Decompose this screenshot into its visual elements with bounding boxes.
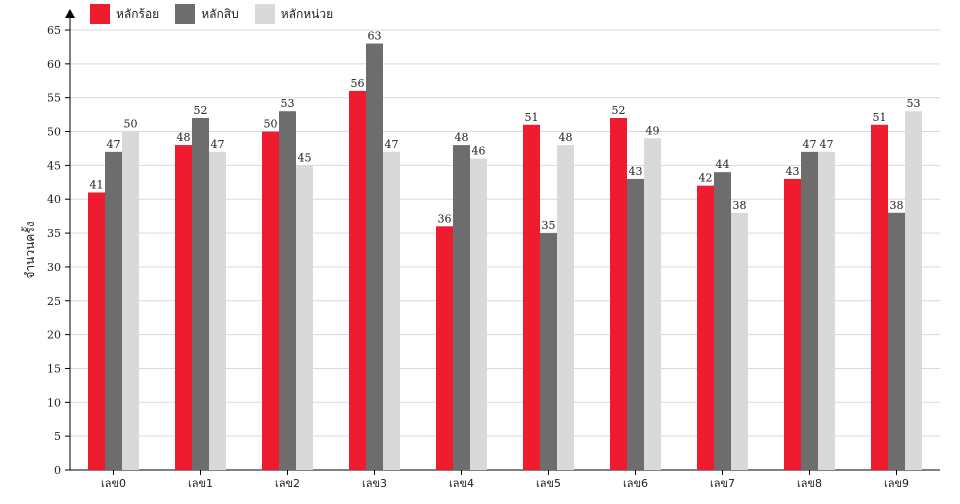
bar[interactable]	[557, 145, 574, 471]
bar[interactable]	[279, 111, 296, 470]
bar[interactable]	[784, 178, 801, 470]
bar[interactable]	[610, 118, 627, 470]
x-tick-label: เลข5	[536, 477, 561, 490]
bar[interactable]	[453, 145, 470, 471]
legend-item-hundreds[interactable]: หลักร้อย	[90, 4, 159, 24]
y-tick-label: 30	[47, 261, 61, 274]
data-label: 45	[298, 151, 312, 164]
data-label: 51	[873, 111, 887, 124]
bar[interactable]	[192, 118, 209, 470]
x-tick-label: เลข2	[275, 477, 300, 490]
bar[interactable]	[296, 165, 313, 470]
data-label: 41	[90, 178, 104, 191]
data-label: 35	[542, 219, 556, 232]
legend: หลักร้อย หลักสิบ หลักหน่วย	[90, 4, 333, 24]
legend-item-units[interactable]: หลักหน่วย	[254, 4, 334, 24]
x-tick-label: เลข8	[797, 477, 822, 490]
bar[interactable]	[905, 111, 922, 470]
bar[interactable]	[209, 151, 226, 470]
bar[interactable]	[818, 151, 835, 470]
data-label: 50	[264, 118, 278, 131]
bar[interactable]	[105, 151, 122, 470]
bar[interactable]	[697, 185, 714, 470]
y-tick-label: 55	[47, 92, 61, 105]
y-tick-label: 0	[54, 464, 61, 477]
data-label: 43	[786, 165, 800, 178]
data-label: 48	[455, 131, 469, 144]
data-label: 47	[107, 138, 121, 151]
data-label: 48	[177, 131, 191, 144]
bar[interactable]	[644, 138, 661, 471]
data-label: 49	[646, 124, 660, 137]
bar[interactable]	[175, 145, 192, 471]
bar[interactable]	[627, 178, 644, 470]
data-label: 43	[629, 165, 643, 178]
data-label: 53	[907, 97, 921, 110]
y-tick-label: 15	[47, 362, 61, 375]
x-tick-label: เลข7	[710, 477, 735, 490]
y-tick-label: 5	[54, 430, 61, 443]
data-label: 53	[281, 97, 295, 110]
legend-label-hundreds: หลักร้อย	[116, 6, 160, 21]
bar[interactable]	[871, 124, 888, 471]
y-tick-label: 20	[47, 329, 61, 342]
y-tick-label: 50	[47, 126, 61, 139]
y-tick-label: 65	[47, 24, 61, 37]
data-label: 50	[124, 118, 138, 131]
x-tick-label: เลข1	[188, 477, 213, 490]
bar[interactable]	[523, 124, 540, 471]
data-label: 52	[194, 104, 208, 117]
bar[interactable]	[470, 158, 487, 470]
bar[interactable]	[801, 151, 818, 470]
bar[interactable]	[714, 172, 731, 470]
bar[interactable]	[262, 131, 279, 471]
y-axis-arrow-icon	[65, 9, 75, 18]
data-label: 48	[559, 131, 573, 144]
legend-swatch-hundreds	[90, 4, 110, 24]
data-label: 47	[385, 138, 399, 151]
data-label: 56	[351, 77, 365, 90]
data-label: 47	[803, 138, 817, 151]
data-label: 36	[438, 212, 452, 225]
y-tick-label: 10	[47, 396, 61, 409]
y-axis-title: จำนวนครั้ง	[21, 221, 37, 278]
legend-label-tens: หลักสิบ	[201, 6, 239, 21]
legend-swatch-units	[254, 4, 275, 24]
legend-label-units: หลักหน่วย	[280, 6, 334, 21]
bar[interactable]	[88, 192, 105, 470]
bar[interactable]	[436, 226, 453, 470]
x-tick-label: เลข4	[449, 477, 474, 490]
legend-item-tens[interactable]: หลักสิบ	[175, 4, 239, 24]
data-label: 38	[890, 199, 904, 212]
bar[interactable]	[383, 151, 400, 470]
y-tick-label: 35	[47, 227, 61, 240]
data-label: 52	[612, 104, 626, 117]
y-tick-label: 40	[47, 193, 61, 206]
bar[interactable]	[349, 90, 366, 470]
x-tick-label: เลข3	[362, 477, 387, 490]
legend-swatch-tens	[175, 4, 196, 24]
bar[interactable]	[731, 212, 748, 470]
y-tick-label: 60	[47, 58, 61, 71]
bar[interactable]	[888, 212, 905, 470]
data-label: 38	[733, 199, 747, 212]
y-tick-label: 25	[47, 295, 61, 308]
data-label: 47	[820, 138, 834, 151]
data-label: 51	[525, 111, 539, 124]
x-tick-label: เลข9	[884, 477, 909, 490]
x-tick-label: เลข6	[623, 477, 648, 490]
bar[interactable]	[540, 233, 557, 470]
data-label: 47	[211, 138, 225, 151]
y-tick-label: 45	[47, 159, 61, 172]
x-tick-label: เลข0	[101, 477, 126, 490]
data-label: 46	[472, 145, 486, 158]
data-label: 42	[699, 172, 713, 185]
bar[interactable]	[122, 131, 139, 471]
data-label: 44	[716, 158, 730, 171]
data-label: 63	[368, 30, 382, 43]
bar[interactable]	[366, 43, 383, 471]
